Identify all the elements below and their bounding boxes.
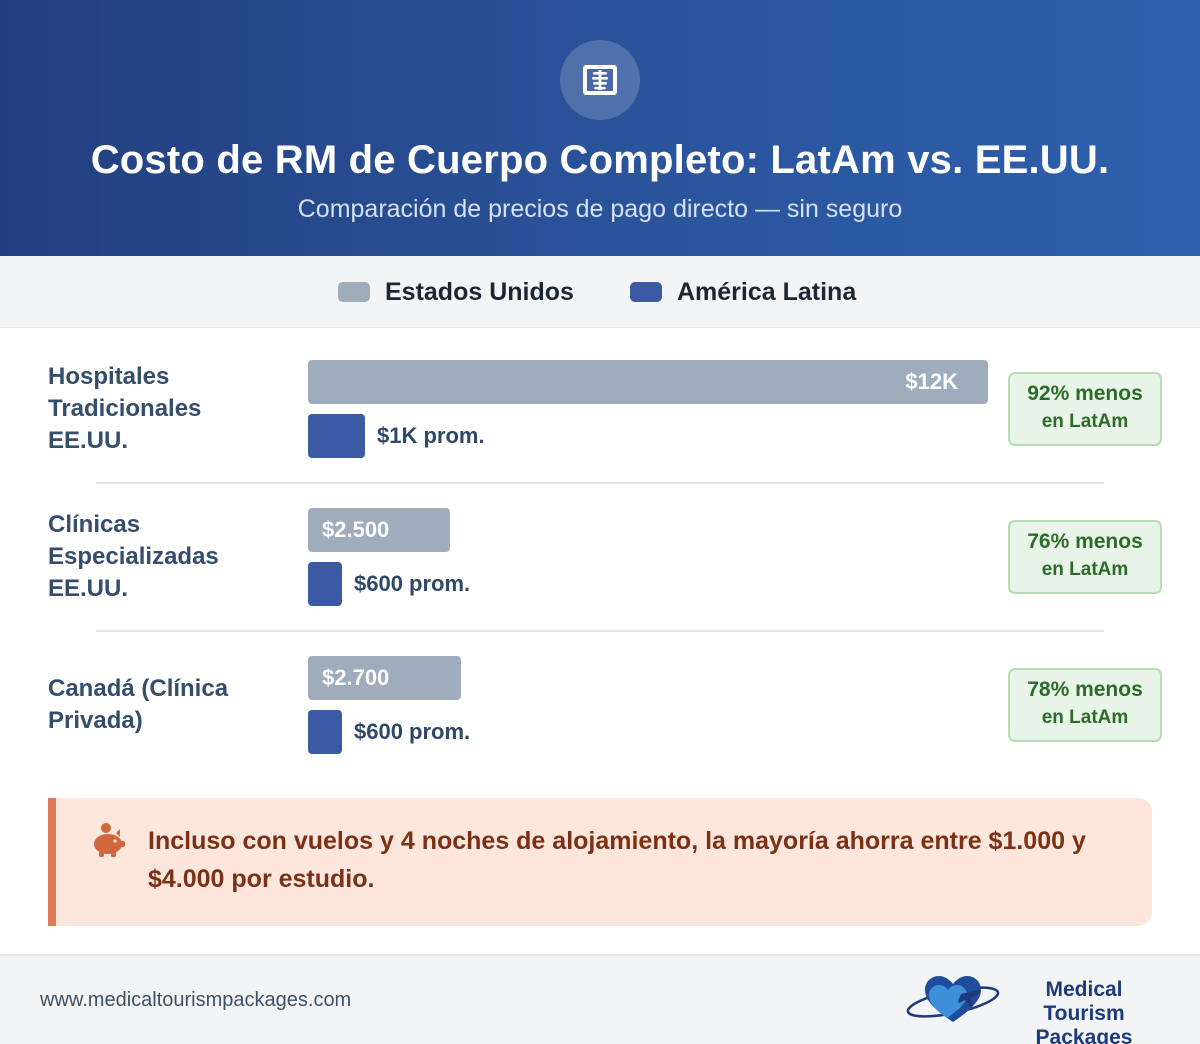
- savings-note: Incluso con vuelos y 4 noches de alojami…: [48, 798, 1152, 926]
- bar-latam-value: $1K prom.: [377, 423, 485, 448]
- savings-badge: 78% menos en LatAm: [1008, 668, 1162, 742]
- header: Costo de RM de Cuerpo Completo: LatAm vs…: [0, 0, 1200, 256]
- page-subtitle: Comparación de precios de pago directo —…: [297, 195, 903, 223]
- footer: www.medicaltourismpackages.com Medical T…: [0, 954, 1200, 1044]
- x-ray-icon: [560, 40, 640, 120]
- savings-region: en LatAm: [1041, 707, 1129, 728]
- savings-badge: 76% menos en LatAm: [1008, 520, 1162, 594]
- bar-latam: [308, 414, 365, 458]
- savings-region: en LatAm: [1041, 559, 1129, 580]
- chart-row: Clínicas Especializadas EE.UU. $2.500 $600…: [0, 476, 1200, 624]
- category-label: Clínicas Especializadas EE.UU.: [48, 511, 219, 602]
- legend-swatch-us: [338, 282, 370, 302]
- legend-item-us: Estados Unidos: [338, 256, 574, 328]
- footer-url-link[interactable]: www.medicaltourismpackages.com: [40, 989, 352, 1011]
- piggy-bank-icon: [92, 822, 126, 863]
- row-divider: [96, 630, 1104, 632]
- bar-us-value: $2.700: [322, 665, 390, 690]
- savings-percent: 92% menos: [1027, 382, 1143, 405]
- bar-us: [308, 360, 988, 404]
- chart-row: Canadá (Clínica Privada) $2.700 $600 prom.…: [0, 624, 1200, 772]
- legend-label-latam: América Latina: [677, 277, 857, 306]
- logo-text: Medical Tourism Packages: [1004, 978, 1164, 1044]
- bar-latam: [308, 710, 342, 754]
- bar-latam-value: $600 prom.: [354, 571, 471, 596]
- category-label: Hospitales Tradicionales EE.UU.: [48, 363, 202, 454]
- heart-airplane-logo-icon: [905, 972, 1001, 1033]
- category-label: Canadá (Clínica Privada): [48, 675, 229, 734]
- logo-line-1: Medical Tourism: [1043, 978, 1125, 1025]
- bar-us: [308, 508, 450, 552]
- savings-percent: 78% menos: [1027, 678, 1143, 701]
- row-divider: [96, 482, 1104, 484]
- legend-swatch-latam: [630, 282, 662, 302]
- savings-badge: 92% menos en LatAm: [1008, 372, 1162, 446]
- logo-line-2: Packages: [1035, 1026, 1133, 1044]
- bar-latam-value: $600 prom.: [354, 719, 471, 744]
- legend-item-latam: América Latina: [630, 256, 856, 328]
- chart-legend: Estados Unidos América Latina: [0, 256, 1200, 328]
- savings-region: en LatAm: [1041, 411, 1129, 432]
- chart-row: Hospitales Tradicionales EE.UU. $12K $1K p…: [0, 328, 1200, 476]
- savings-note-text: Incluso con vuelos y 4 noches de alojami…: [148, 827, 1086, 893]
- bar-us: [308, 656, 461, 700]
- savings-percent: 76% menos: [1027, 530, 1143, 553]
- bar-us-value: $2.500: [322, 517, 390, 542]
- bar-us-value: $12K: [905, 369, 958, 394]
- bar-chart: Hospitales Tradicionales EE.UU. $12K $1K p…: [0, 328, 1200, 778]
- bar-latam: [308, 562, 342, 606]
- legend-label-us: Estados Unidos: [385, 277, 574, 306]
- page-title: Costo de RM de Cuerpo Completo: LatAm vs…: [90, 138, 1110, 182]
